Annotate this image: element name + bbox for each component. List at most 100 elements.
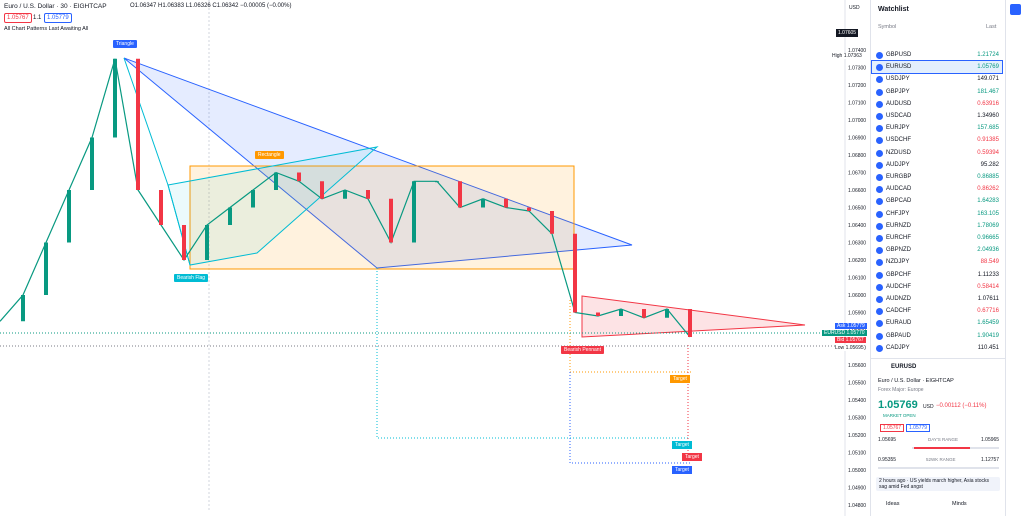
watchlist-row[interactable]: GBPJPY 181.467 [872,86,1002,98]
price-label: 1.06300 [848,241,866,247]
price-label: 1.06000 [848,293,866,299]
target-label: Target [672,466,692,474]
candle [458,181,462,208]
buy-button[interactable]: 1.05779 [44,13,72,23]
watchlist-row[interactable]: GBPCHF 1.11233 [872,269,1002,281]
watchlist-row[interactable]: EURAUD 1.65459 [872,317,1002,329]
pattern-label: Bearish Flag [174,274,209,282]
pennant-pattern [581,295,806,338]
symbol-icon [876,100,883,108]
watchlist-row[interactable]: CHFJPY 163.105 [872,208,1002,220]
symbol: CHFJPY [886,210,910,217]
symbol: GBPJPY [886,88,910,95]
tag-value: 1.05695 [845,345,864,351]
range-low: 0.95355 [878,457,897,463]
target-line [376,268,690,439]
watchlist-row[interactable]: USDCHF 0.91385 [872,134,1002,146]
watchlist-row[interactable]: AUDCHF 0.58414 [872,281,1002,293]
watchlist-row[interactable]: EURCHF 0.96665 [872,232,1002,244]
watchlist-row[interactable]: USDJPY 149.071 [872,73,1002,85]
last-price: 0.58414 [977,283,999,290]
chart-area: 1.07400 1.07300 1.07200 1.07100 1.07000 1.069… [0,0,866,516]
price-tag: Low 1.05695 [835,345,864,351]
range-low: 1.05695 [878,437,897,443]
watchlist-row[interactable]: EURNZD 1.78069 [872,220,1002,232]
watchlist-icon[interactable] [1010,4,1021,15]
price-label: 1.07000 [848,118,866,124]
watchlist-row[interactable]: AUDJPY 95.282 [872,159,1002,171]
symbol-icon [876,235,883,242]
tag-label: Ask [837,323,846,329]
candle [297,172,301,182]
symbol-icon [876,271,883,279]
candle [642,309,646,318]
watchlist-row[interactable]: EURUSD 1.05769 [871,60,1003,75]
last-price: 0.86262 [977,186,999,193]
symbol-icon [876,76,883,84]
last-price: 0.67716 [977,308,999,315]
news-item[interactable]: 2 hours ago · US yields march higher, As… [876,477,1000,491]
last-price: 1.11233 [977,271,999,278]
last-price: 1.05769 [977,64,999,71]
watchlist-row[interactable]: CADJPY 110.451 [872,342,1002,354]
minds-tab[interactable]: Minds [952,501,967,507]
symbol: USDCHF [886,137,911,144]
candle [573,233,577,313]
watchlist-row[interactable]: NZDJPY 88.549 [872,256,1002,268]
column-header: Last [986,24,997,30]
watchlist-row[interactable]: CADCHF 0.67716 [872,305,1002,317]
last-price: 0.96665 [977,235,999,241]
target-label: Target [682,453,702,461]
market-status: MARKET OPEN [883,413,916,418]
detail-currency: USD [923,404,934,410]
detail-symbol: EURUSD [891,364,917,370]
candle [481,198,485,208]
watchlist-row[interactable]: AUDUSD 0.63916 [872,98,1002,110]
divider [870,0,871,516]
symbol: EURNZD [886,222,911,229]
price-label: 1.04800 [848,503,866,509]
tag-value: 1.05767 [845,337,864,343]
symbol: GBPUSD [886,52,912,58]
watchlist-row[interactable]: EURGBP 0.86885 [872,171,1002,183]
candle [274,172,278,190]
symbol: CADJPY [886,344,910,351]
rectangle-pattern [189,165,575,270]
tag-label: High [832,53,843,59]
sell-button[interactable]: 1.05767 [4,13,32,23]
watchlist-row[interactable]: GBPCAD 1.64283 [872,195,1002,207]
target-label: Target [670,375,690,383]
symbol: CADCHF [886,308,911,315]
watchlist-row[interactable]: GBPUSD 1.21724 [872,49,1002,61]
indicator-label: All Chart Patterns Last Awaiting All [4,26,89,32]
watchlist-row[interactable]: USDCAD 1.34960 [872,110,1002,122]
candle [205,225,209,260]
candle [435,181,439,183]
watchlist-row[interactable]: AUDCAD 0.86262 [872,183,1002,195]
watchlist-row[interactable]: GBPAUD 1.90419 [872,330,1002,342]
symbol-icon [876,320,883,328]
price-label: 1.05000 [848,468,866,474]
range-high: 1.05965 [981,437,1000,443]
candle [67,190,71,243]
symbol-icon [876,296,883,303]
symbol-icon [876,137,883,145]
watchlist-title[interactable]: Watchlist [878,6,909,13]
watchlist-row[interactable]: AUDNZD 1.07611 [872,293,1002,305]
symbol-icon [876,88,883,96]
tag-value: 1.05779 [846,323,865,329]
target-line [569,372,690,464]
symbol: EURCHF [886,235,911,241]
price-label: 1.06500 [848,206,866,212]
candle [251,190,255,208]
watchlist-row[interactable]: GBPNZD 2.04936 [872,244,1002,256]
watchlist-row[interactable]: EURJPY 157.685 [872,122,1002,134]
detail-ask: 1.05779 [906,424,931,432]
detail-name: Euro / U.S. Dollar · EIGHTCAP [878,378,954,384]
candle [182,225,186,260]
ideas-tab[interactable]: Ideas [886,501,900,507]
symbol-icon [876,149,883,157]
watchlist-row[interactable]: NZDUSD 0.59394 [872,147,1002,159]
symbol-title[interactable]: Euro / U.S. Dollar · 30 · EIGHTCAP [4,3,107,10]
price-label: 1.07300 [848,66,866,72]
